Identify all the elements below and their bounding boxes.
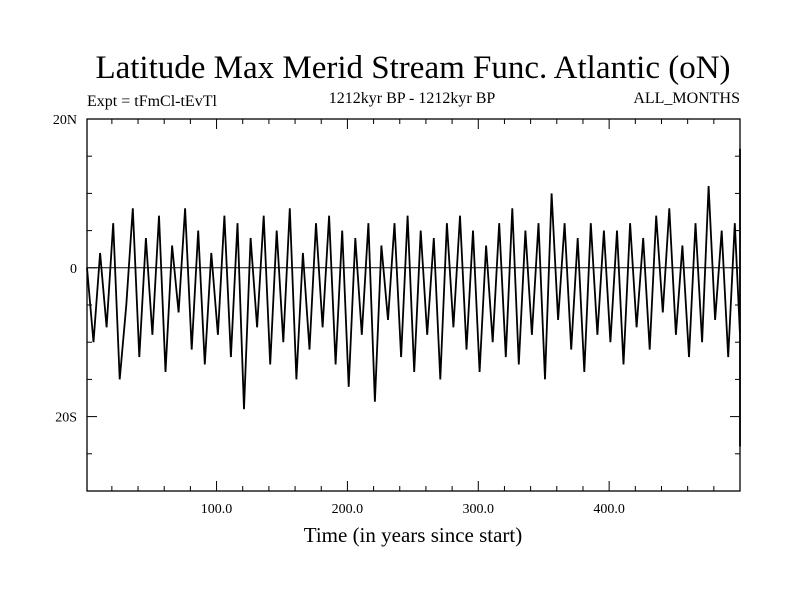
x-tick-label: 100.0	[201, 502, 233, 517]
experiment-label: Expt = tFmCl-tEvTl	[87, 93, 217, 110]
time-range-label: 1212kyr BP - 1212kyr BP	[329, 90, 496, 107]
x-tick-label: 300.0	[463, 502, 495, 517]
x-tick-label: 200.0	[332, 502, 364, 517]
y-tick-label: 20N	[53, 113, 77, 128]
y-tick-label: 0	[70, 262, 77, 277]
chart-title: Latitude Max Merid Stream Func. Atlantic…	[95, 50, 730, 86]
y-tick-label: 20S	[55, 411, 77, 426]
axis-ticks: 100.0 200.0 300.0 400.0 20N 0 20S	[53, 113, 740, 517]
months-label: ALL_MONTHS	[633, 90, 740, 107]
x-tick-label: 400.0	[593, 502, 625, 517]
plot-frame	[86, 118, 741, 492]
series-line	[86, 148, 741, 447]
plot-area	[86, 118, 741, 492]
x-axis-label: Time (in years since start)	[304, 523, 523, 547]
